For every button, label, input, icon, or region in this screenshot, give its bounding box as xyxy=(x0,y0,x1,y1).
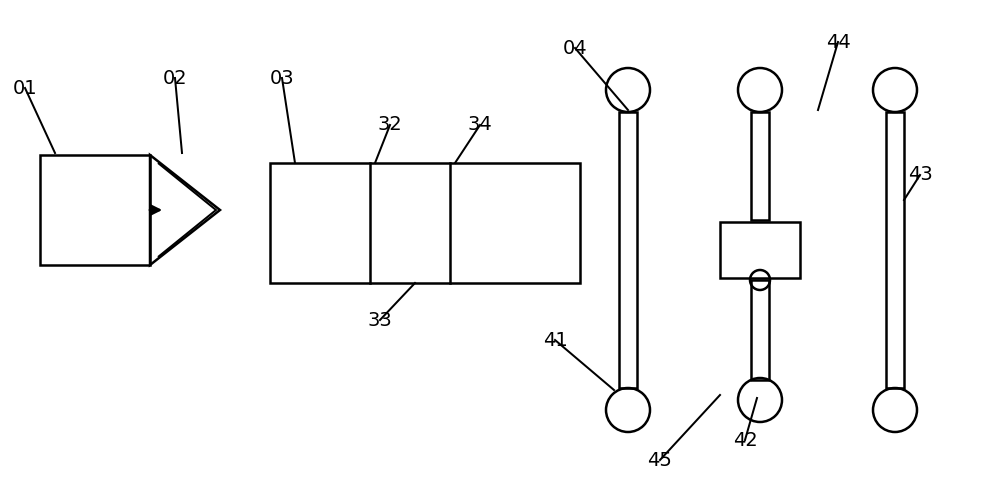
Text: 04: 04 xyxy=(563,38,587,57)
Text: 02: 02 xyxy=(163,69,187,88)
Text: 32: 32 xyxy=(378,115,402,135)
Text: 41: 41 xyxy=(543,331,567,349)
Text: 33: 33 xyxy=(368,310,392,330)
Text: 01: 01 xyxy=(13,79,37,97)
Text: 44: 44 xyxy=(826,32,850,51)
Text: 42: 42 xyxy=(733,430,757,450)
Text: 03: 03 xyxy=(270,69,294,88)
Text: 45: 45 xyxy=(648,451,672,470)
Text: 43: 43 xyxy=(908,165,932,184)
Text: 34: 34 xyxy=(468,115,492,135)
